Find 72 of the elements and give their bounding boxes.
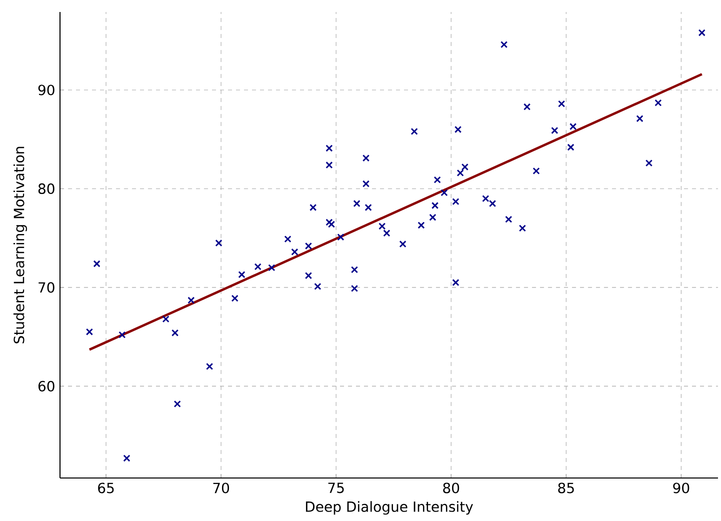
point: [636, 115, 644, 122]
y-tick-label: 90: [38, 84, 54, 96]
x-tick-label: 85: [558, 482, 574, 494]
point: [518, 224, 526, 232]
point: [326, 161, 333, 169]
y-tick-label: 60: [38, 380, 54, 392]
point: [353, 200, 360, 208]
point: [350, 284, 358, 292]
point: [206, 362, 214, 370]
point: [215, 239, 222, 247]
point: [268, 264, 276, 272]
point: [326, 218, 333, 226]
point: [523, 103, 531, 110]
x-tick-label: 80: [443, 482, 460, 494]
point: [505, 216, 512, 223]
point: [86, 328, 94, 336]
point: [304, 272, 312, 280]
point: [304, 242, 312, 250]
point: [291, 248, 298, 256]
point: [123, 454, 130, 462]
point: [698, 29, 706, 36]
point: [118, 331, 126, 338]
point: [569, 122, 577, 130]
point: [532, 167, 540, 175]
point: [284, 236, 292, 243]
point: [418, 222, 425, 229]
point: [378, 222, 386, 230]
point: [254, 263, 262, 270]
point: [362, 180, 370, 188]
x-axis-title: Deep Dialogue Intensity: [306, 501, 473, 515]
point: [452, 278, 460, 286]
point: [456, 169, 464, 176]
point: [93, 260, 100, 268]
point: [383, 230, 390, 237]
point: [440, 189, 448, 196]
point: [431, 202, 439, 210]
point: [188, 296, 195, 304]
point: [645, 159, 653, 167]
point: [362, 154, 370, 162]
point: [231, 294, 238, 302]
point: [567, 144, 574, 151]
point: [482, 195, 490, 202]
point: [326, 144, 333, 152]
point: [551, 126, 558, 134]
point: [162, 315, 170, 323]
point: [488, 200, 496, 208]
point: [454, 126, 462, 134]
point: [310, 204, 317, 212]
y-axis-title: Student Learning Motivation: [13, 146, 27, 344]
y-tick-label: 70: [38, 282, 54, 293]
x-tick-label: 75: [328, 482, 344, 494]
point: [171, 329, 179, 336]
point: [337, 234, 344, 241]
y-tick-label: 80: [38, 183, 54, 194]
point: [500, 41, 508, 48]
point: [174, 400, 181, 408]
point: [238, 271, 246, 278]
point: [399, 240, 406, 248]
x-tick-label: 65: [98, 482, 114, 494]
point: [434, 176, 441, 184]
x-tick-label: 90: [673, 482, 690, 494]
point: [328, 220, 336, 228]
x-tick-label: 70: [213, 482, 230, 494]
point: [364, 204, 372, 212]
point: [558, 100, 566, 108]
point: [350, 266, 358, 274]
point: [314, 282, 322, 290]
point: [429, 214, 436, 221]
point: [654, 99, 662, 106]
point: [410, 128, 418, 136]
point: [461, 163, 468, 171]
point: [452, 198, 460, 206]
